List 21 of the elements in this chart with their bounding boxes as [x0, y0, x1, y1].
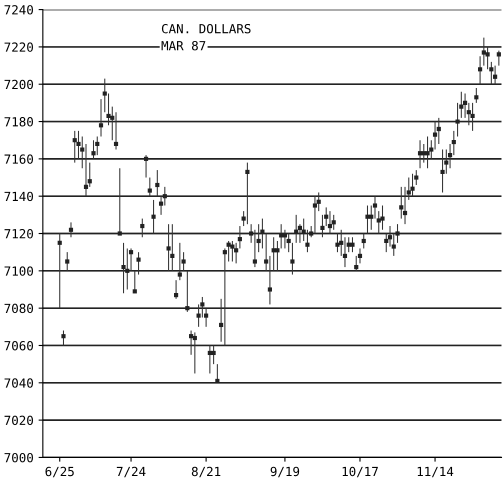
x-tick-label: 6/25: [45, 466, 74, 478]
y-tick-label: 7100: [4, 266, 33, 276]
x-tick-label: 10/17: [342, 466, 378, 478]
x-tick-label: 11/14: [418, 466, 454, 478]
x-tick-label: 7/24: [116, 466, 146, 478]
y-tick-label: 7000: [4, 452, 33, 462]
x-tick-label: 9/19: [270, 466, 300, 478]
y-tick-label: 7140: [4, 192, 33, 202]
y-tick-label: 7240: [4, 5, 33, 15]
x-tick-label: 8/21: [192, 466, 220, 478]
y-tick-label: 7120: [4, 229, 33, 238]
y-tick-label: 7220: [4, 42, 33, 52]
y-tick-label: 7080: [4, 304, 33, 314]
y-tick-label: 7160: [4, 154, 33, 164]
y-tick-label: 7060: [4, 340, 33, 350]
y-tick-label: 7020: [4, 416, 33, 426]
y-tick-label: 7040: [4, 378, 33, 388]
text: CAN. DOLLARS: [162, 24, 251, 34]
y-tick-label: 7200: [4, 80, 33, 90]
text: MAR 87: [162, 40, 206, 50]
y-tick-label: 7180: [4, 117, 33, 127]
